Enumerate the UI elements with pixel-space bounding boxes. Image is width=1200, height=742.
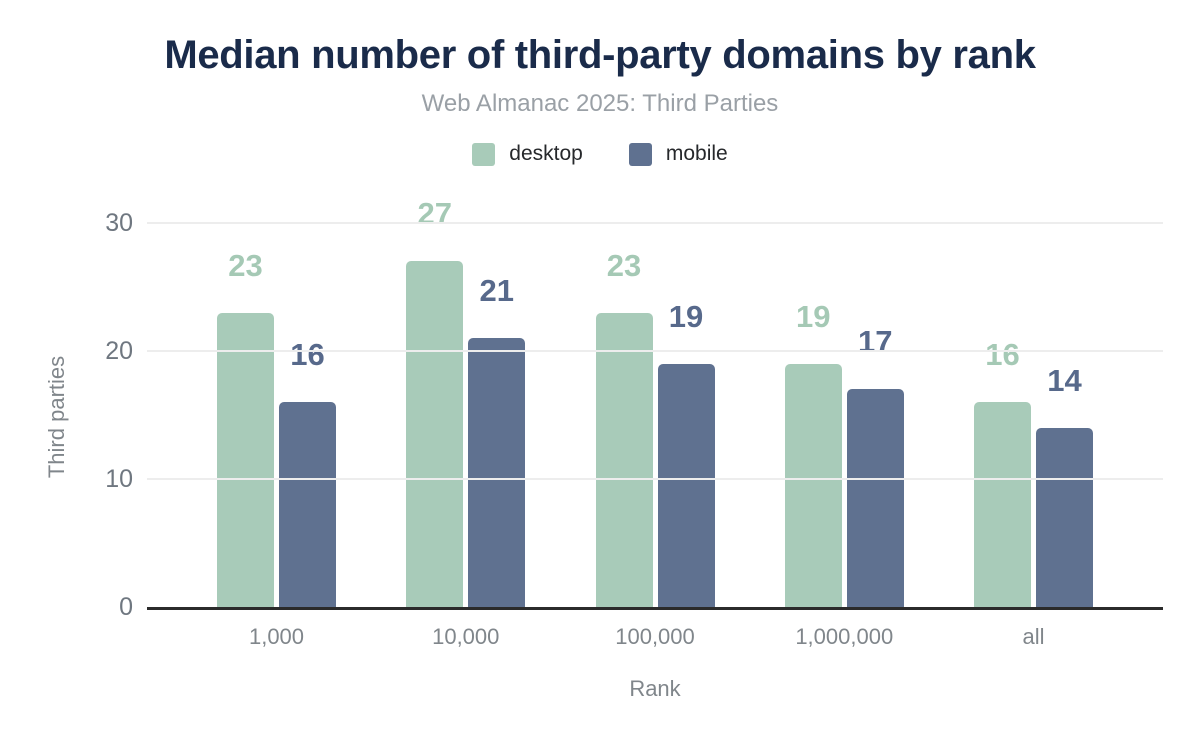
y-axis-title: Third parties — [44, 355, 69, 479]
legend-label-mobile: mobile — [665, 142, 728, 165]
bar-column-mobile-100000: 19 — [657, 223, 715, 607]
bar-group-1000000: 19 17 1,000,000 — [784, 223, 904, 649]
bar-column-desktop-1000000: 19 — [784, 223, 842, 607]
bar-value-label-mobile-10000: 21 — [479, 273, 514, 309]
bar-value-label-mobile-1000: 16 — [290, 337, 325, 373]
legend-item-mobile: mobile — [628, 142, 728, 166]
bar-value-label-desktop-all: 16 — [985, 337, 1020, 373]
gridline-10 — [147, 478, 1163, 480]
legend-swatch-mobile — [628, 142, 652, 166]
bar-desktop-1000 — [217, 312, 274, 607]
gridline-30 — [147, 222, 1163, 224]
bar-column-desktop-100000: 23 — [595, 223, 653, 607]
legend-label-desktop: desktop — [509, 142, 583, 165]
y-tick-label-20: 20 — [105, 337, 133, 365]
bar-desktop-10000 — [406, 261, 464, 607]
bar-mobile-1000000 — [846, 389, 904, 607]
bar-column-mobile-1000000: 17 — [846, 223, 904, 607]
x-tick-label-all: all — [1022, 624, 1045, 649]
legend-item-desktop: desktop — [472, 142, 583, 166]
y-tick-label-30: 30 — [105, 209, 133, 237]
bar-group-10000: 27 21 10,000 — [406, 198, 526, 649]
bar-value-label-mobile-100000: 19 — [668, 298, 704, 334]
bar-column-mobile-10000: 21 — [468, 223, 526, 607]
bar-mobile-1000 — [279, 402, 336, 607]
x-tick-label-1000: 1,000 — [248, 624, 305, 649]
plot-area: 23 16 1,000 27 21 10,000 23 19 100,000 19 17 1,000,… — [105, 198, 1163, 649]
bar-mobile-10000 — [468, 338, 526, 607]
bar-desktop-1000000 — [784, 363, 842, 607]
bar-group-all: 16 14 all — [974, 223, 1093, 649]
y-tick-label-0: 0 — [119, 593, 133, 621]
bar-mobile-all — [1036, 427, 1093, 607]
x-tick-label-10000: 10,000 — [432, 624, 500, 649]
bar-mobile-100000 — [657, 363, 715, 607]
x-tick-label-100000: 100,000 — [615, 624, 695, 649]
bar-desktop-all — [974, 402, 1031, 607]
bar-groups-row: 23 16 1,000 27 21 10,000 23 19 100,000 19 17 1,000,… — [147, 198, 1163, 649]
bar-value-label-mobile-all: 14 — [1047, 362, 1082, 398]
legend-swatch-desktop — [472, 142, 496, 166]
legend: desktop mobile — [0, 142, 1200, 166]
bar-value-label-desktop-1000: 23 — [228, 247, 263, 283]
chart-title: Median number of third-party domains by … — [164, 33, 1036, 77]
bar-group-100000: 23 19 100,000 — [595, 223, 715, 649]
bar-value-label-desktop-100000: 23 — [606, 247, 642, 283]
bar-value-label-mobile-1000000: 17 — [858, 324, 893, 360]
bar-value-label-desktop-1000000: 19 — [796, 298, 831, 334]
bar-column-desktop-1000: 23 — [217, 223, 274, 607]
x-tick-label-1000000: 1,000,000 — [795, 624, 894, 649]
bar-value-label-desktop-10000: 27 — [417, 196, 452, 232]
y-tick-label-10: 10 — [105, 465, 133, 493]
x-axis-line — [147, 607, 1163, 610]
chart-subtitle: Web Almanac 2025: Third Parties — [421, 90, 779, 117]
bar-column-mobile-1000: 16 — [279, 223, 336, 607]
bar-column-desktop-all: 16 — [974, 223, 1031, 607]
bar-group-1000: 23 16 1,000 — [217, 223, 336, 649]
bar-column-mobile-all: 14 — [1036, 223, 1093, 607]
bar-column-desktop-10000: 27 — [406, 198, 464, 607]
gridline-20 — [147, 350, 1163, 352]
x-axis-title: Rank — [629, 676, 681, 701]
bar-desktop-100000 — [595, 312, 653, 607]
